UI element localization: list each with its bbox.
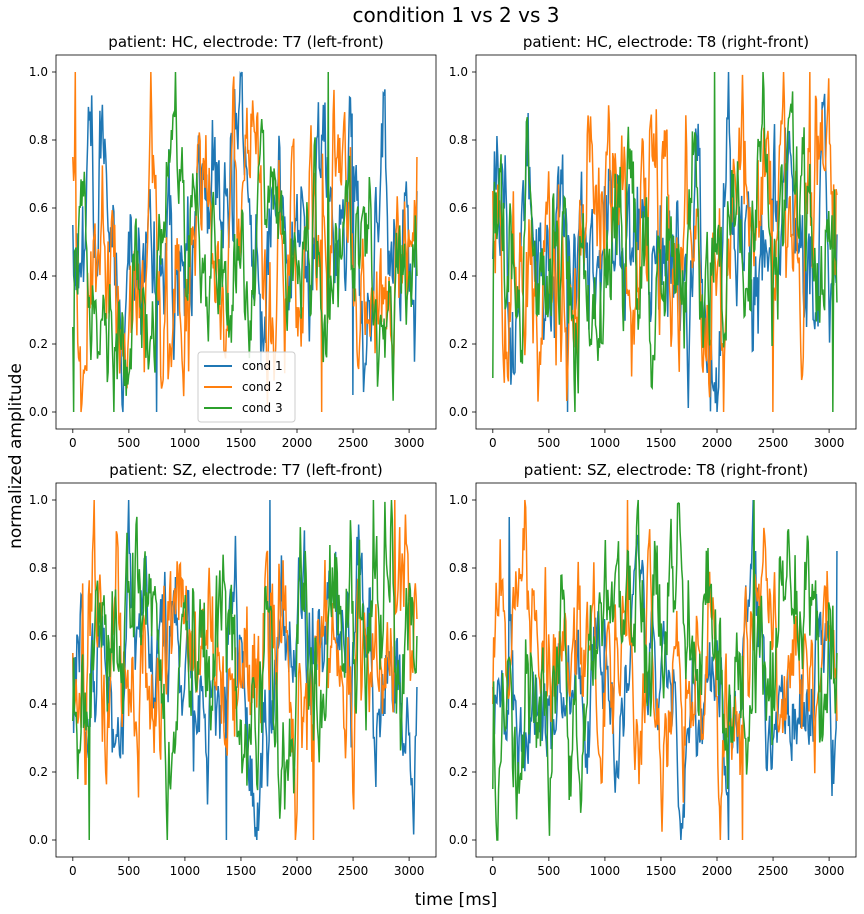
- x-tick-label: 0: [69, 864, 77, 878]
- series-line-cond-2: [72, 71, 418, 413]
- axes-frame: [55, 54, 437, 430]
- y-tick-label: 1.0: [449, 493, 468, 507]
- y-tick-label: 0.6: [29, 629, 48, 643]
- axes-frame: [475, 54, 857, 430]
- series-line-cond-1: [492, 71, 838, 413]
- panel-title: patient: SZ, electrode: T7 (left-front): [109, 461, 382, 479]
- y-tick-label: 0.2: [449, 765, 468, 779]
- y-axis-label: normalized amplitude: [6, 363, 26, 549]
- x-tick-label: 2500: [338, 864, 369, 878]
- y-tick-label: 0.8: [29, 133, 48, 147]
- legend-label: cond 1: [242, 359, 283, 373]
- x-tick-label: 0: [69, 436, 77, 450]
- x-tick-label: 3000: [814, 864, 845, 878]
- x-tick-label: 1500: [226, 864, 257, 878]
- y-tick-label: 0.2: [449, 337, 468, 351]
- y-tick-label: 0.4: [29, 269, 48, 283]
- series-line-cond-3: [492, 499, 838, 841]
- x-tick-label: 1000: [170, 864, 201, 878]
- y-tick-label: 1.0: [449, 65, 468, 79]
- x-tick-label: 2500: [758, 864, 789, 878]
- series-line-cond-3: [72, 499, 418, 841]
- y-tick-label: 0.6: [449, 201, 468, 215]
- y-tick-label: 0.8: [29, 561, 48, 575]
- series-line-cond-2: [72, 499, 418, 841]
- x-tick-label: 500: [117, 436, 140, 450]
- legend-box: [197, 351, 296, 423]
- axes-frame: [475, 482, 857, 858]
- series-line-cond-3: [72, 71, 418, 413]
- x-tick-label: 1500: [646, 436, 677, 450]
- series-line-cond-2: [492, 499, 838, 841]
- x-tick-label: 0: [489, 864, 497, 878]
- x-tick-label: 500: [117, 864, 140, 878]
- chart-panel: 0 500 1000 1500 2000 2500 3000 0.0 0.2 0.4 0.6 0.8 1…: [29, 33, 437, 450]
- x-tick-label: 3000: [814, 436, 845, 450]
- x-tick-label: 2000: [702, 864, 733, 878]
- panel-title: patient: HC, electrode: T8 (right-front): [523, 33, 809, 51]
- x-tick-label: 3000: [394, 436, 425, 450]
- chart-panel: 0 500 1000 1500 2000 2500 3000 0.0 0.2 0.4 0.6 0.8 1…: [449, 461, 857, 878]
- x-tick-label: 1500: [226, 436, 257, 450]
- y-tick-label: 0.8: [449, 133, 468, 147]
- series-line-cond-3: [492, 71, 838, 413]
- y-tick-label: 0.0: [449, 405, 468, 419]
- y-tick-label: 0.8: [449, 561, 468, 575]
- axes-frame: [55, 482, 437, 858]
- y-tick-label: 0.6: [449, 629, 468, 643]
- x-tick-label: 3000: [394, 864, 425, 878]
- legend: cond 1 cond 2 cond 3: [197, 351, 296, 423]
- y-tick-label: 0.4: [449, 697, 468, 711]
- y-tick-label: 0.2: [29, 337, 48, 351]
- x-tick-label: 2500: [758, 436, 789, 450]
- x-tick-label: 2000: [702, 436, 733, 450]
- y-tick-label: 0.2: [29, 765, 48, 779]
- x-tick-label: 2500: [338, 436, 369, 450]
- x-tick-label: 1000: [170, 436, 201, 450]
- panel-title: patient: HC, electrode: T7 (left-front): [108, 33, 383, 51]
- x-tick-label: 1500: [646, 864, 677, 878]
- y-tick-label: 1.0: [29, 493, 48, 507]
- x-axis-label: time [ms]: [415, 890, 498, 910]
- y-tick-label: 0.0: [29, 405, 48, 419]
- y-tick-label: 0.6: [29, 201, 48, 215]
- x-tick-label: 1000: [590, 436, 621, 450]
- x-tick-label: 500: [537, 864, 560, 878]
- x-tick-label: 500: [537, 436, 560, 450]
- y-tick-label: 0.4: [29, 697, 48, 711]
- x-tick-label: 2000: [282, 864, 313, 878]
- y-tick-label: 0.0: [29, 833, 48, 847]
- y-tick-label: 0.4: [449, 269, 468, 283]
- y-tick-label: 1.0: [29, 65, 48, 79]
- x-tick-label: 1000: [590, 864, 621, 878]
- x-tick-label: 2000: [282, 436, 313, 450]
- suptitle: condition 1 vs 2 vs 3: [353, 3, 560, 27]
- panel-title: patient: SZ, electrode: T8 (right-front): [524, 461, 808, 479]
- x-tick-label: 0: [489, 436, 497, 450]
- legend-label: cond 3: [242, 401, 283, 415]
- chart-panel: 0 500 1000 1500 2000 2500 3000 0.0 0.2 0.4 0.6 0.8 1…: [29, 461, 437, 878]
- series-line-cond-2: [492, 71, 838, 413]
- chart-panel: 0 500 1000 1500 2000 2500 3000 0.0 0.2 0.4 0.6 0.8 1…: [449, 33, 857, 450]
- legend-label: cond 2: [242, 380, 283, 394]
- y-tick-label: 0.0: [449, 833, 468, 847]
